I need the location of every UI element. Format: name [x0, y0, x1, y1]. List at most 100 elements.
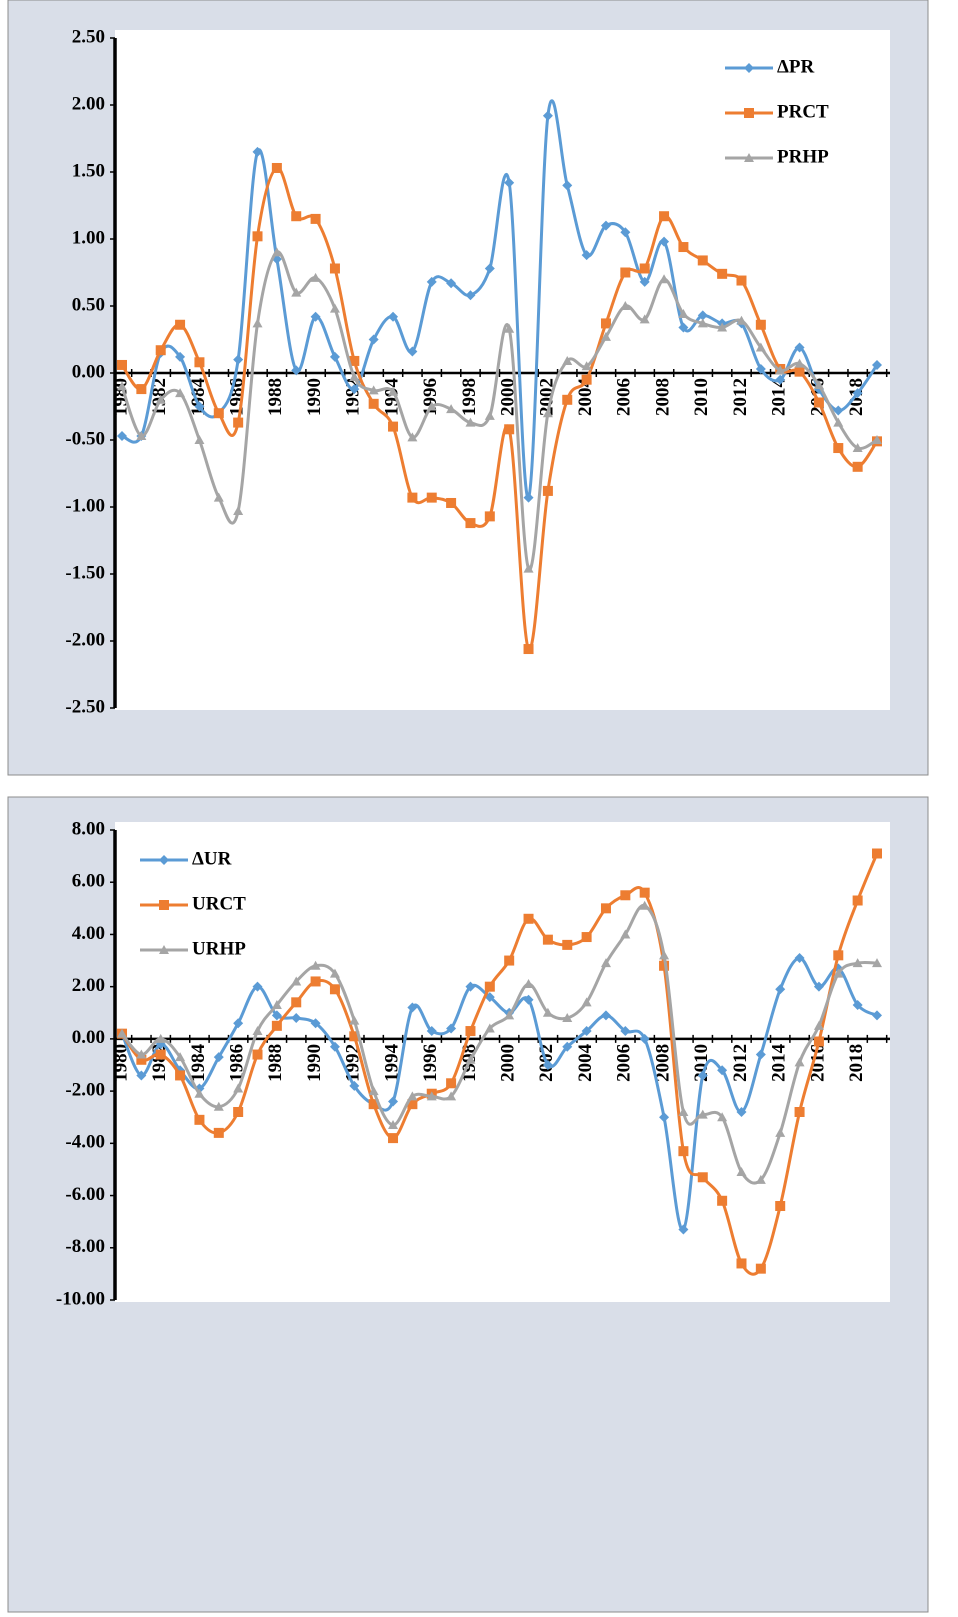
point — [271, 1010, 282, 1021]
point — [697, 1172, 708, 1183]
point — [504, 323, 515, 333]
point — [697, 1070, 708, 1081]
point — [194, 357, 205, 368]
point — [678, 309, 689, 319]
point — [136, 1070, 147, 1081]
point — [136, 384, 147, 395]
point — [252, 1026, 263, 1036]
y-tick-label: 0.50 — [72, 294, 105, 315]
point — [581, 361, 592, 371]
point — [852, 895, 863, 906]
point — [407, 432, 418, 442]
point — [291, 1013, 302, 1023]
point — [697, 255, 708, 266]
x-tick-label: 1990 — [304, 1044, 325, 1082]
point — [233, 354, 244, 365]
point — [542, 1060, 553, 1070]
x-tick-label: 2008 — [652, 378, 673, 416]
point — [872, 359, 882, 370]
point — [794, 1107, 805, 1117]
point — [368, 385, 379, 395]
point — [523, 644, 534, 655]
point — [407, 346, 418, 357]
x-tick-label: 1996 — [420, 1044, 441, 1082]
x-tick-label: 2000 — [498, 1044, 519, 1082]
x-tick-label: 2014 — [769, 1043, 790, 1082]
legend-label: PRCT — [777, 101, 829, 122]
point — [775, 365, 786, 375]
point — [310, 976, 321, 987]
point — [349, 372, 360, 382]
point — [329, 1041, 340, 1052]
point — [388, 421, 399, 432]
point — [775, 374, 786, 385]
point — [813, 1036, 824, 1047]
point — [678, 322, 689, 333]
point — [581, 1026, 592, 1037]
point — [175, 319, 186, 330]
point — [252, 981, 263, 992]
point — [794, 952, 805, 963]
point — [194, 435, 205, 444]
point — [697, 310, 708, 321]
point — [368, 334, 379, 345]
point — [833, 968, 844, 978]
y-tick-label: -1.50 — [65, 562, 105, 583]
y-tick-label: -2.50 — [65, 696, 105, 717]
point — [775, 984, 786, 995]
point — [523, 492, 534, 503]
point — [349, 384, 360, 395]
point — [504, 424, 515, 435]
point — [542, 485, 553, 496]
point — [639, 887, 650, 898]
point — [484, 981, 495, 992]
point — [329, 303, 340, 313]
y-tick-label: 8.00 — [72, 818, 105, 839]
x-tick-label: 2008 — [652, 1044, 673, 1082]
point — [407, 1099, 418, 1110]
point — [291, 211, 302, 222]
x-tick-label: 2006 — [614, 1044, 635, 1082]
x-tick-label: 2012 — [730, 1044, 751, 1082]
point — [755, 1174, 766, 1184]
x-tick-label: 1992 — [343, 378, 364, 416]
point — [639, 314, 650, 324]
point — [523, 563, 534, 573]
point — [426, 492, 437, 503]
point — [310, 1018, 321, 1029]
y-tick-label: -0.50 — [65, 428, 105, 449]
point — [659, 274, 670, 284]
point — [465, 518, 476, 529]
y-tick-label: 4.00 — [72, 923, 105, 944]
point — [659, 1112, 670, 1123]
point — [717, 322, 728, 332]
point — [600, 903, 611, 914]
point — [562, 939, 573, 950]
point — [117, 430, 127, 441]
point — [426, 1026, 437, 1037]
point — [291, 365, 302, 376]
x-tick-label: 2018 — [846, 1044, 867, 1082]
point — [446, 404, 457, 414]
plot-area — [115, 30, 890, 710]
point — [833, 417, 844, 427]
point — [523, 913, 534, 924]
point — [639, 1033, 650, 1044]
point — [233, 1083, 244, 1093]
point — [697, 1109, 708, 1119]
x-tick-label: 2016 — [807, 1044, 828, 1082]
point — [233, 417, 244, 428]
chart: -10.00 -8.00 -6.00 -4.00 -2.00 0.00 2.00 4.00 6.… — [7, 796, 929, 1613]
point — [872, 1010, 882, 1021]
legend-label: ΔUR — [192, 848, 232, 869]
point — [542, 408, 553, 418]
point — [581, 250, 592, 261]
x-tick-label: 1996 — [420, 378, 441, 416]
plot-area — [115, 822, 890, 1302]
point — [252, 1049, 263, 1060]
point — [271, 162, 282, 173]
point — [368, 398, 379, 409]
point — [755, 319, 766, 330]
point — [426, 1091, 437, 1101]
